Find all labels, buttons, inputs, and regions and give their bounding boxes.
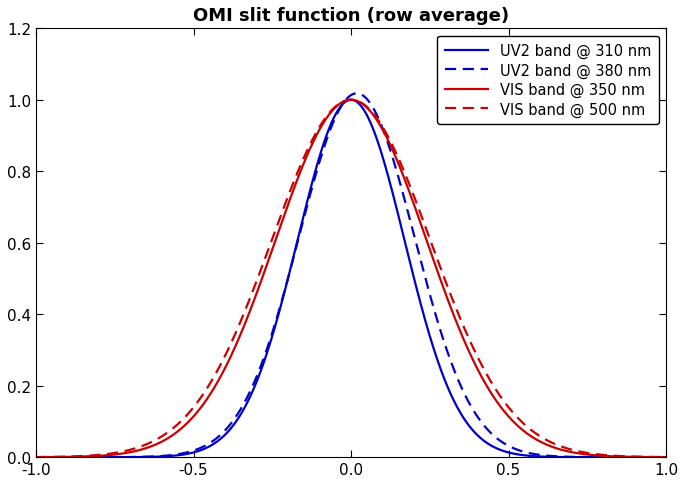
VIS band @ 500 nm — [273, 222, 282, 227]
VIS band @ 350 nm — [32, 454, 40, 460]
Line: UV2 band @ 380 nm: UV2 band @ 380 nm — [36, 94, 666, 457]
UV2 band @ 380 nm — [141, 454, 149, 460]
VIS band @ 350 nm — [141, 446, 149, 452]
VIS band @ 500 nm — [662, 454, 670, 460]
VIS band @ 350 nm — [582, 452, 590, 457]
VIS band @ 350 nm — [273, 232, 282, 238]
VIS band @ 350 nm — [662, 454, 670, 460]
VIS band @ 350 nm — [649, 454, 658, 460]
Title: OMI slit function (row average): OMI slit function (row average) — [193, 7, 509, 25]
UV2 band @ 310 nm — [301, 208, 309, 214]
VIS band @ 500 nm — [32, 454, 40, 460]
VIS band @ 350 nm — [104, 453, 112, 458]
UV2 band @ 380 nm — [301, 212, 309, 218]
VIS band @ 500 nm — [582, 450, 590, 456]
UV2 band @ 310 nm — [662, 454, 670, 460]
VIS band @ 350 nm — [301, 158, 309, 164]
Line: UV2 band @ 310 nm: UV2 band @ 310 nm — [36, 101, 666, 457]
VIS band @ 350 nm — [347, 98, 355, 104]
UV2 band @ 380 nm — [32, 454, 40, 460]
UV2 band @ 380 nm — [273, 313, 282, 318]
UV2 band @ 310 nm — [141, 454, 149, 460]
UV2 band @ 380 nm — [649, 454, 658, 460]
UV2 band @ 380 nm — [582, 454, 590, 460]
UV2 band @ 310 nm — [582, 454, 590, 460]
VIS band @ 500 nm — [347, 98, 355, 104]
VIS band @ 500 nm — [301, 153, 309, 159]
UV2 band @ 310 nm — [347, 98, 355, 104]
Line: VIS band @ 350 nm: VIS band @ 350 nm — [36, 101, 666, 457]
Line: VIS band @ 500 nm: VIS band @ 500 nm — [36, 101, 666, 457]
VIS band @ 500 nm — [104, 451, 112, 457]
UV2 band @ 380 nm — [662, 454, 670, 460]
VIS band @ 500 nm — [141, 442, 149, 448]
UV2 band @ 310 nm — [273, 315, 282, 321]
VIS band @ 500 nm — [649, 454, 658, 460]
UV2 band @ 380 nm — [353, 91, 361, 97]
UV2 band @ 310 nm — [649, 454, 658, 460]
UV2 band @ 380 nm — [104, 454, 112, 460]
UV2 band @ 310 nm — [104, 454, 112, 460]
UV2 band @ 310 nm — [32, 454, 40, 460]
Legend: UV2 band @ 310 nm, UV2 band @ 380 nm, VIS band @ 350 nm, VIS band @ 500 nm: UV2 band @ 310 nm, UV2 band @ 380 nm, VI… — [437, 36, 659, 125]
